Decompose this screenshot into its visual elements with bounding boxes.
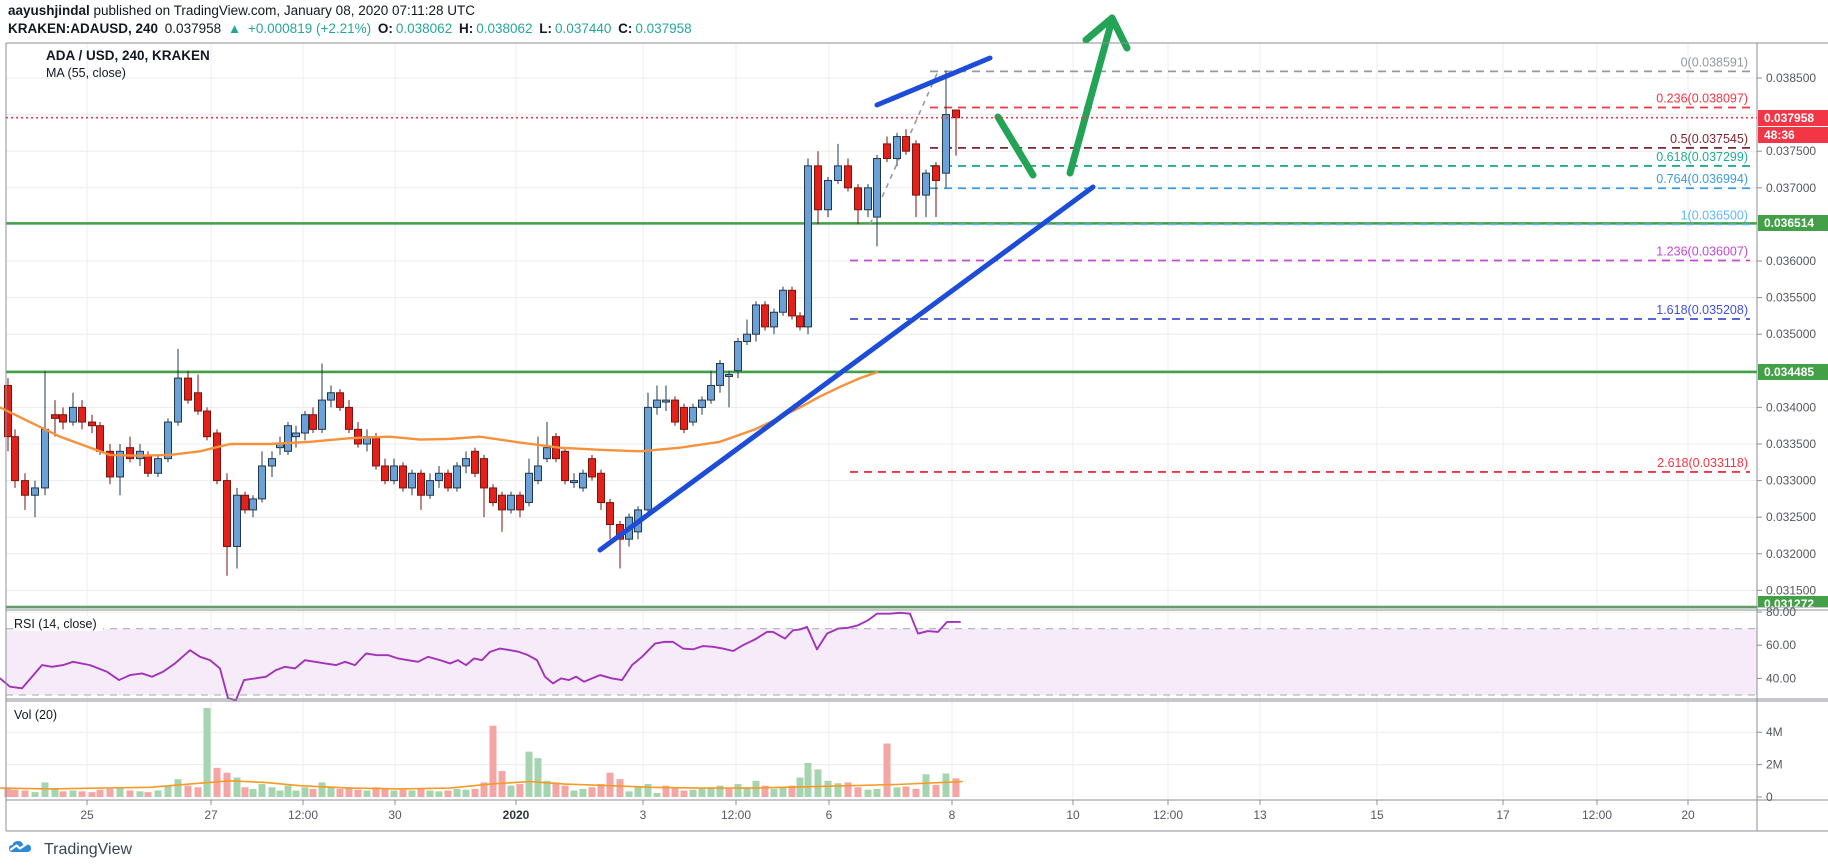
author-name: aayushjindal: [8, 3, 90, 18]
price-axis[interactable]: 0.038500 0.037500 0.037000 0.036000 0.035500…: [1757, 71, 1816, 804]
svg-text:15: 15: [1370, 808, 1384, 822]
fib-retracement[interactable]: 0(0.038591) 0.236(0.038097) 0.5(0.037545) 0…: [850, 55, 1750, 473]
svg-text:0.031500: 0.031500: [1766, 583, 1816, 597]
open-label: O:: [377, 21, 393, 36]
publish-line: aayushjindal published on TradingView.co…: [8, 2, 695, 20]
svg-text:17: 17: [1496, 808, 1510, 822]
last-price: 0.037958: [164, 21, 222, 36]
svg-text:1(0.036500): 1(0.036500): [1681, 208, 1748, 222]
svg-text:0.038500: 0.038500: [1766, 71, 1816, 85]
svg-text:0: 0: [1766, 790, 1773, 804]
svg-text:13: 13: [1253, 808, 1267, 822]
svg-text:2M: 2M: [1766, 758, 1783, 772]
svg-text:2020: 2020: [503, 808, 530, 822]
low-label: L:: [539, 21, 553, 36]
volume-indicator-label: Vol (20): [14, 708, 64, 722]
svg-text:3: 3: [640, 808, 647, 822]
tradingview-logo-text: TradingView: [44, 841, 133, 858]
svg-text:30: 30: [388, 808, 402, 822]
svg-text:0.5(0.037545): 0.5(0.037545): [1670, 132, 1748, 146]
svg-text:6: 6: [826, 808, 833, 822]
svg-text:0.036000: 0.036000: [1766, 254, 1816, 268]
countdown-badge: 48:36: [1758, 126, 1828, 143]
support-resistance-lines[interactable]: [6, 222, 1757, 609]
svg-text:0.033000: 0.033000: [1766, 474, 1816, 488]
svg-text:10: 10: [1066, 808, 1080, 822]
svg-text:20: 20: [1681, 808, 1695, 822]
high-value: 0.038062: [476, 21, 533, 36]
up-arrow-icon: ▲: [227, 21, 242, 36]
rsi-overbought-oversold-band: [6, 627, 1757, 696]
svg-text:12:00: 12:00: [721, 808, 751, 822]
svg-text:0.618(0.037299): 0.618(0.037299): [1656, 150, 1748, 164]
svg-text:25: 25: [80, 808, 94, 822]
svg-text:0.764(0.036994): 0.764(0.036994): [1656, 172, 1748, 186]
rsi-line: [0, 611, 961, 701]
svg-text:0.037000: 0.037000: [1766, 181, 1816, 195]
svg-text:27: 27: [204, 808, 218, 822]
close-label: C:: [618, 21, 633, 36]
svg-text:0.032500: 0.032500: [1766, 510, 1816, 524]
svg-text:12:00: 12:00: [1582, 808, 1612, 822]
svg-text:0.032000: 0.032000: [1766, 547, 1816, 561]
time-axis[interactable]: 25 27 12:00 30 2020 3 12:00 6 8 10 12:00 13 15 17 12:0…: [80, 800, 1695, 822]
svg-text:0.034000: 0.034000: [1766, 400, 1816, 414]
svg-text:12:00: 12:00: [1153, 808, 1183, 822]
current-price-badge: 0.037958: [1758, 109, 1828, 126]
svg-text:0.035000: 0.035000: [1766, 327, 1816, 341]
svg-text:60.00: 60.00: [1766, 638, 1796, 652]
drawing-trendlines[interactable]: [597, 14, 1131, 553]
publish-header: aayushjindal published on TradingView.co…: [8, 2, 695, 38]
svg-text:40.00: 40.00: [1766, 671, 1796, 685]
ma-indicator-label: MA (55, close): [46, 66, 126, 80]
low-value: 0.037440: [555, 21, 612, 36]
svg-text:1.618(0.035208): 1.618(0.035208): [1656, 303, 1748, 317]
svg-text:1.236(0.036007): 1.236(0.036007): [1656, 244, 1748, 258]
volume-bars: [4, 707, 960, 797]
tradingview-logo[interactable]: TradingView: [8, 836, 132, 864]
svg-text:2.618(0.033118): 2.618(0.033118): [1657, 456, 1748, 470]
support-badge-2: 0.034485: [1758, 363, 1828, 380]
price-change: +0.000819 (+2.21%): [248, 21, 372, 36]
close-value: 0.037958: [635, 21, 692, 36]
svg-text:0.236(0.038097): 0.236(0.038097): [1656, 91, 1748, 105]
symbol-line: KRAKEN:ADAUSD, 240 0.037958 ▲ +0.000819 …: [8, 20, 695, 38]
svg-text:0(0.038591): 0(0.038591): [1681, 55, 1748, 69]
svg-text:80.00: 80.00: [1766, 605, 1796, 619]
svg-text:12:00: 12:00: [288, 808, 318, 822]
publish-info: published on TradingView.com, January 08…: [89, 3, 476, 18]
chart-title: ADA / USD, 240, KRAKEN: [46, 48, 210, 63]
volume-ma-line: [0, 779, 963, 790]
svg-text:0.037500: 0.037500: [1766, 144, 1816, 158]
candles-layer: [4, 70, 960, 576]
svg-text:4M: 4M: [1766, 725, 1783, 739]
support-badge-3: 0.031272: [1758, 596, 1828, 607]
high-label: H:: [458, 21, 474, 36]
svg-text:0.035500: 0.035500: [1766, 291, 1816, 305]
svg-text:0.033500: 0.033500: [1766, 437, 1816, 451]
pane-borders: [5, 42, 1828, 832]
rsi-indicator-label: RSI (14, close): [14, 617, 103, 631]
tradingview-logo-icon: [9, 841, 31, 852]
resistance-badge-1: 0.036514: [1758, 215, 1828, 232]
open-value: 0.038062: [395, 21, 453, 36]
symbol-interval: KRAKEN:ADAUSD, 240: [8, 21, 159, 36]
svg-text:8: 8: [949, 808, 956, 822]
